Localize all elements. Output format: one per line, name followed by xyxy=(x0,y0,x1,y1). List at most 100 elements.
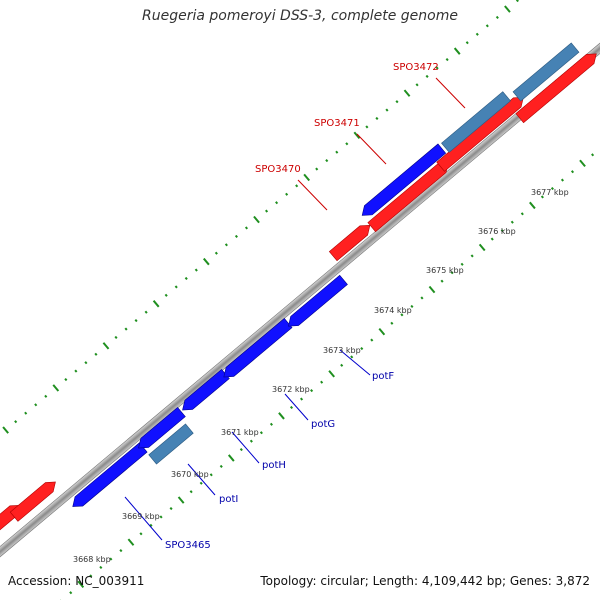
major-tick xyxy=(177,496,185,504)
gene-arrow[interactable] xyxy=(69,442,148,511)
minor-tick xyxy=(315,167,319,171)
gene-label-spo3470: SPO3470 xyxy=(255,164,301,175)
minor-tick xyxy=(320,380,324,384)
gene-label-poth: potH xyxy=(262,460,286,471)
gene-arrow-spo3472[interactable] xyxy=(436,93,527,172)
axis-label: 3676 kbp xyxy=(478,227,516,236)
gene-label-potf: potF xyxy=(372,371,394,382)
gene-arrow-spo3470[interactable] xyxy=(328,221,373,262)
minor-tick xyxy=(500,229,504,233)
minor-tick xyxy=(495,15,499,20)
major-tick xyxy=(328,370,335,378)
major-tick xyxy=(278,412,285,420)
minor-tick xyxy=(375,116,379,121)
minor-tick xyxy=(184,276,188,281)
minor-tick xyxy=(365,125,369,129)
major-tick xyxy=(579,159,586,167)
gene-box[interactable] xyxy=(148,423,194,465)
gene-label-potg: potG xyxy=(311,419,335,430)
major-tick xyxy=(478,243,486,252)
minor-tick xyxy=(234,234,238,238)
major-tick xyxy=(353,131,361,140)
minor-tick xyxy=(64,377,68,382)
major-tick xyxy=(227,454,235,462)
gene-label-poti: potI xyxy=(219,494,238,505)
reverse-strand-genes xyxy=(69,143,447,511)
major-tick xyxy=(453,47,461,55)
gene-arrow[interactable] xyxy=(9,477,59,522)
minor-tick xyxy=(194,268,198,272)
minor-tick xyxy=(259,431,263,435)
minor-tick xyxy=(159,515,163,519)
minor-tick xyxy=(475,32,479,36)
axis-label: 3672 kbp xyxy=(272,385,310,394)
gene-arrow-spo3465[interactable] xyxy=(135,406,186,452)
minor-tick xyxy=(199,481,203,485)
gene-arrow-potg[interactable] xyxy=(285,274,348,330)
axis-label: 3668 kbp xyxy=(73,555,111,564)
major-tick xyxy=(52,384,60,392)
minor-tick xyxy=(94,352,98,356)
major-tick xyxy=(152,300,160,308)
minor-tick xyxy=(450,271,454,275)
major-tick xyxy=(303,173,311,182)
minor-tick xyxy=(435,66,439,70)
minor-tick xyxy=(440,279,444,283)
minor-tick xyxy=(550,186,554,191)
minor-tick xyxy=(310,389,314,393)
minor-tick xyxy=(400,313,404,317)
minor-tick xyxy=(89,574,93,578)
major-tick xyxy=(102,342,110,350)
axis-label: 3674 kbp xyxy=(374,306,412,315)
minor-tick xyxy=(164,293,168,297)
gene-arrow-poth[interactable] xyxy=(220,317,293,381)
minor-tick xyxy=(119,549,123,553)
axis-label: 3669 kbp xyxy=(122,512,160,521)
minor-tick xyxy=(295,184,299,188)
accession-text: Accession: NC_003911 xyxy=(8,574,145,588)
major-tick xyxy=(504,5,511,13)
gene-label-spo3472: SPO3472 xyxy=(393,62,439,73)
minor-tick xyxy=(335,150,339,154)
gene-box[interactable] xyxy=(512,42,580,102)
minor-tick xyxy=(465,41,469,45)
minor-tick xyxy=(520,212,524,216)
minor-tick xyxy=(390,321,394,325)
minor-tick xyxy=(445,57,449,62)
minor-tick xyxy=(224,243,228,247)
minor-tick xyxy=(84,361,88,365)
minor-tick xyxy=(269,422,273,426)
minor-tick xyxy=(325,159,329,163)
minor-tick xyxy=(275,201,279,205)
highlighted-genes xyxy=(148,42,580,465)
minor-tick xyxy=(370,338,374,342)
minor-tick xyxy=(340,363,344,367)
minor-tick xyxy=(510,220,514,224)
minor-tick xyxy=(410,304,414,308)
minor-tick xyxy=(114,335,118,339)
major-tick xyxy=(127,538,135,546)
minor-tick xyxy=(289,405,294,410)
minor-tick xyxy=(420,296,424,300)
gene-arrow[interactable] xyxy=(515,49,600,124)
minor-tick xyxy=(570,170,575,174)
minor-tick xyxy=(470,254,474,258)
minor-tick xyxy=(560,178,565,182)
minor-tick xyxy=(591,153,595,157)
minor-tick xyxy=(24,411,28,415)
minor-tick xyxy=(345,142,349,146)
gene-box[interactable] xyxy=(441,91,511,153)
gene-arrow-potf[interactable] xyxy=(358,143,447,220)
minor-tick xyxy=(139,532,143,536)
minor-tick xyxy=(189,490,193,494)
minor-tick xyxy=(285,192,289,196)
minor-tick xyxy=(485,24,489,28)
minor-tick xyxy=(540,195,544,199)
major-tick xyxy=(403,89,411,97)
gene-label-spo3465: SPO3465 xyxy=(165,540,211,551)
minor-tick xyxy=(209,473,213,477)
minor-tick xyxy=(214,251,218,255)
major-tick xyxy=(77,580,85,589)
